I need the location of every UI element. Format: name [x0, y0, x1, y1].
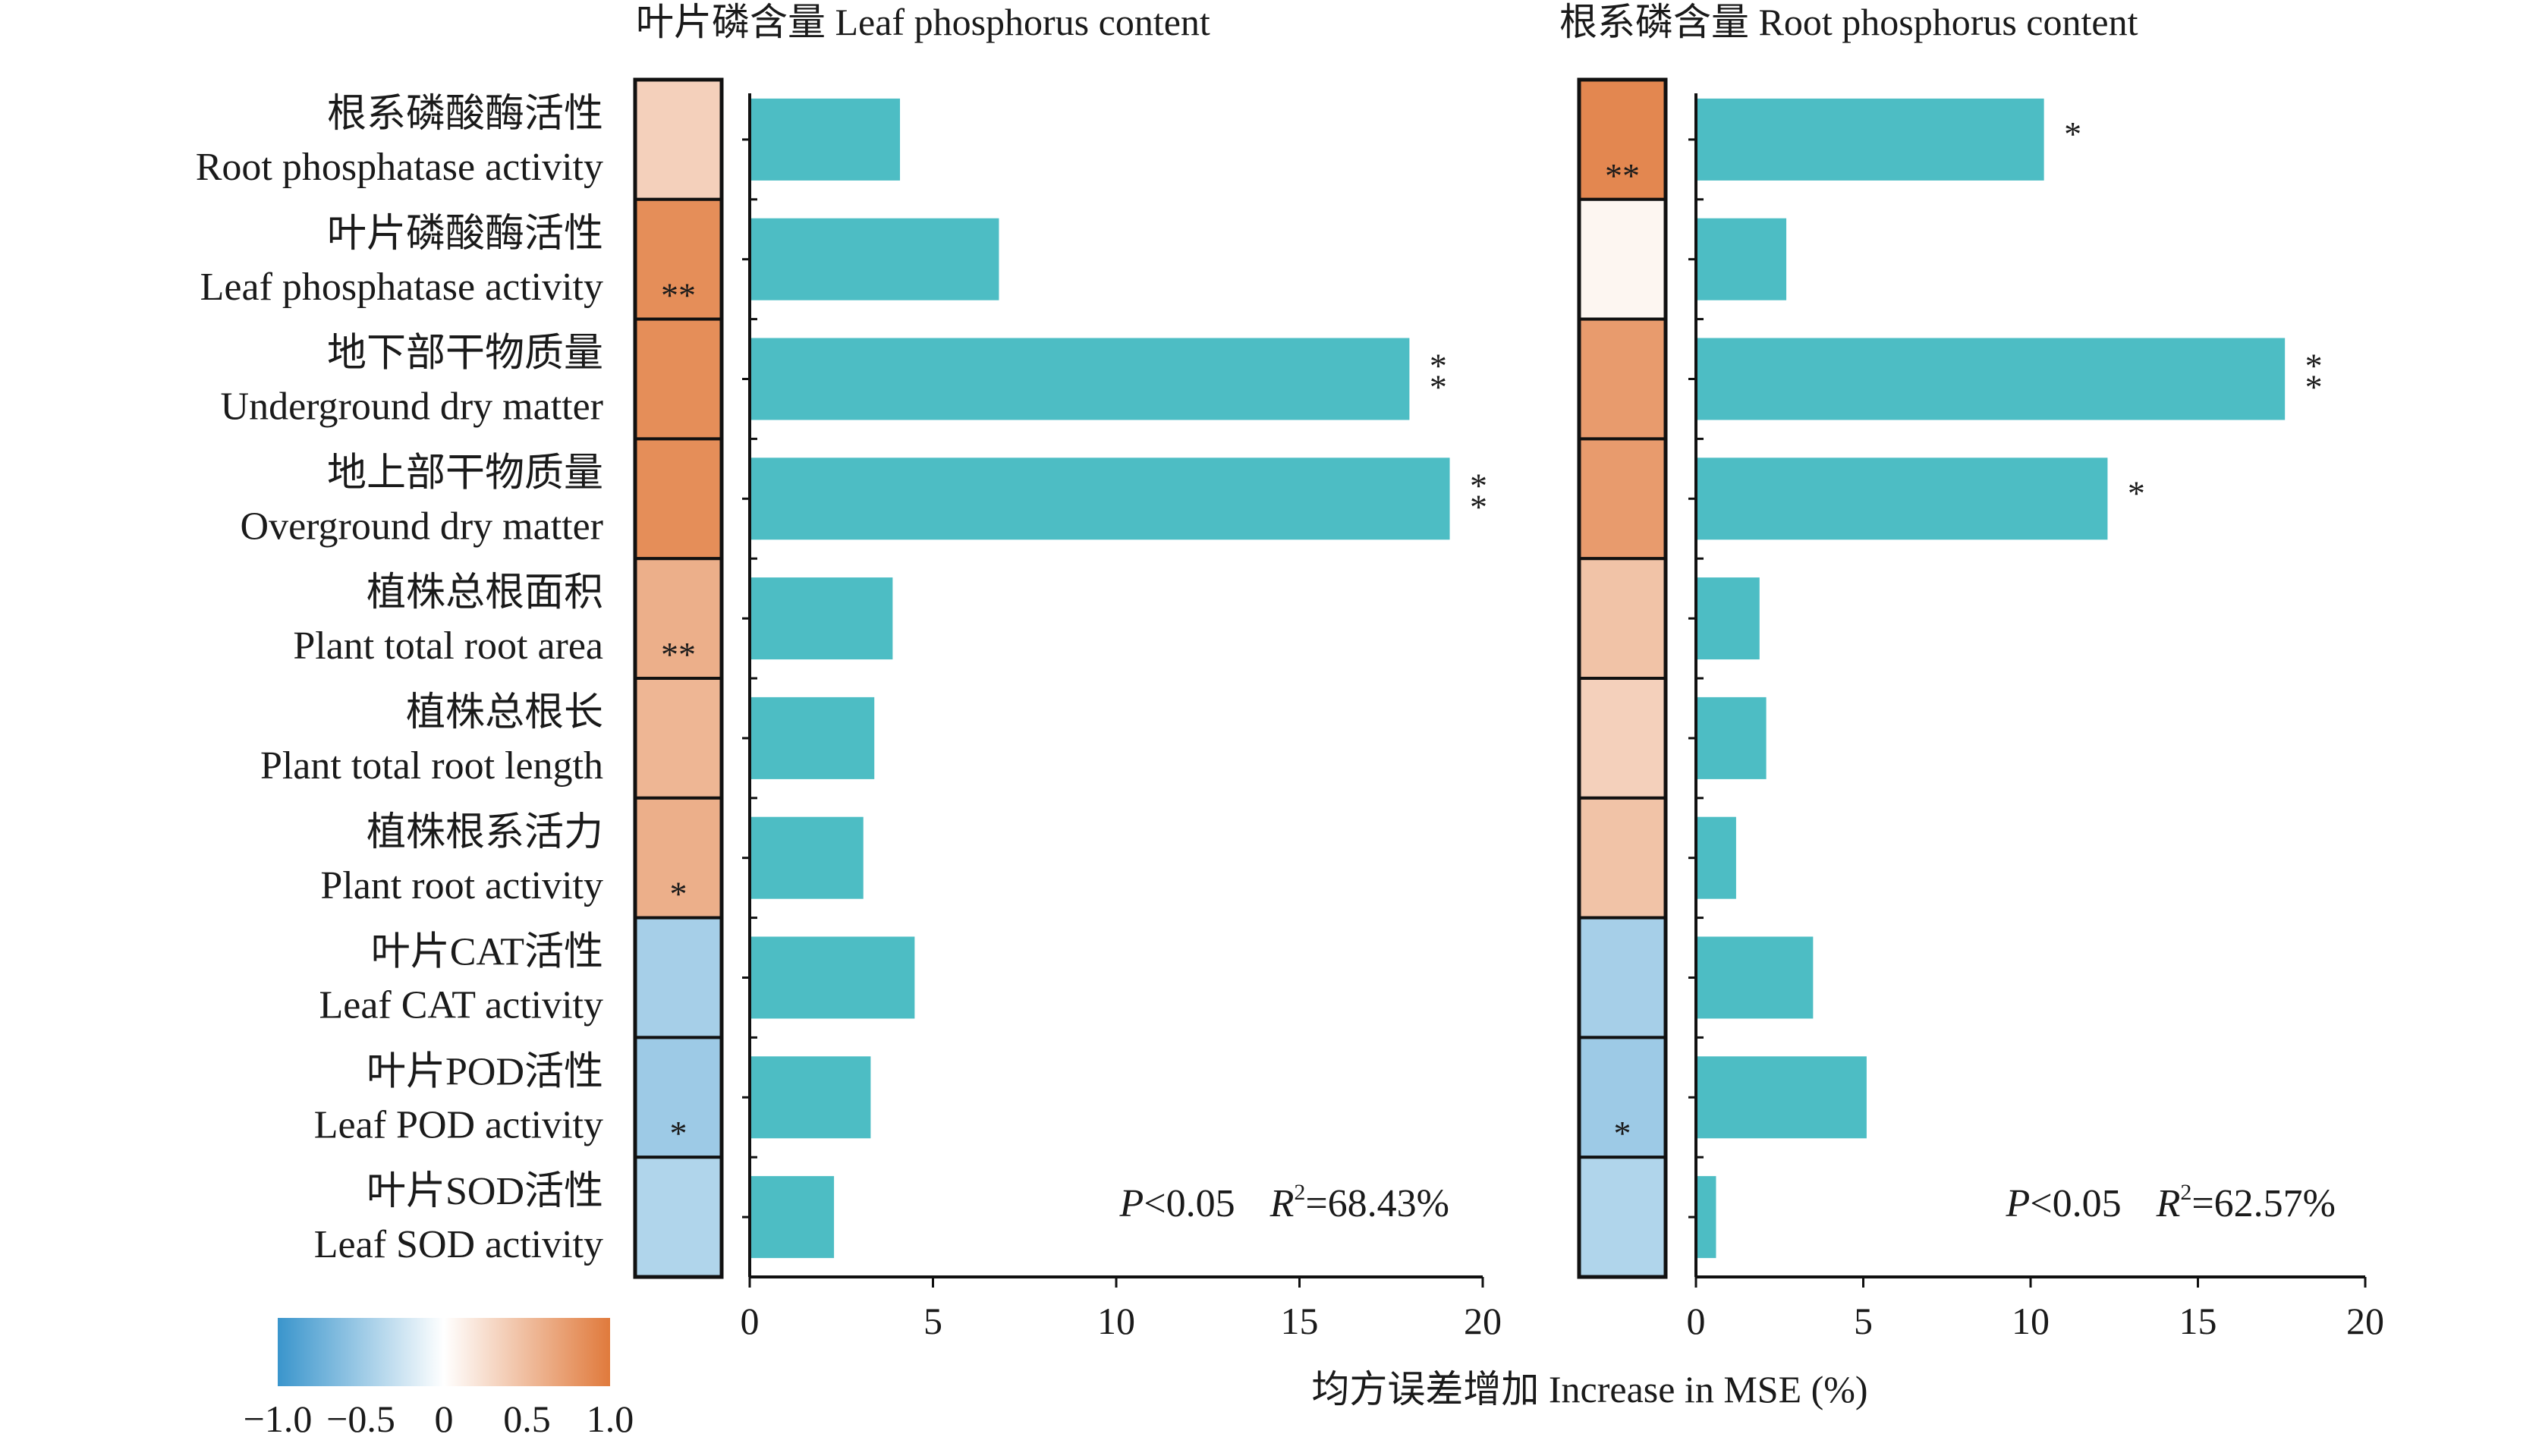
variable-label-zh: 植株根系活力: [367, 811, 603, 854]
x-axis-label: 均方误差增加 Increase in MSE (%): [1311, 1368, 1867, 1410]
bar: [1696, 1176, 1716, 1259]
bar: [750, 458, 1450, 540]
variable-label-zh: 叶片磷酸酶活性: [327, 212, 603, 256]
heatmap-significance: *: [670, 875, 687, 914]
x-tick-label: 0: [1687, 1300, 1706, 1342]
variable-label-en: Root phosphatase activity: [196, 146, 603, 189]
variable-labels: 根系磷酸酶活性 Root phosphatase activity 叶片磷酸酶活性 L…: [196, 93, 603, 1266]
bar-significance: *: [2305, 368, 2323, 407]
x-tick-label: 0: [741, 1300, 760, 1342]
variable-label-zh: 地下部干物质量: [327, 332, 603, 376]
x-tick-label: 5: [923, 1300, 942, 1342]
variable-label-zh: 地上部干物质量: [327, 451, 603, 495]
variable-label-zh: 叶片POD活性: [367, 1050, 603, 1093]
x-tick-label: 20: [2346, 1300, 2384, 1342]
heatmap-significance: *: [1614, 1114, 1631, 1153]
bar: [1696, 936, 1814, 1019]
variable-label-en: Leaf SOD activity: [314, 1223, 603, 1266]
bar: [1696, 338, 2286, 420]
x-tick-label: 10: [1097, 1300, 1135, 1342]
colorbar-bar: [278, 1318, 610, 1386]
bar: [750, 697, 875, 779]
bar: [1696, 816, 1736, 899]
panel-title: 叶片磷含量 Leaf phosphorus content: [636, 1, 1210, 43]
bar: [750, 816, 864, 899]
variable-label-en: Leaf phosphatase activity: [200, 266, 603, 309]
stats-annotation: P<0.05 R2=62.57%: [2005, 1180, 2336, 1225]
heatmap-cell: [1578, 317, 1667, 441]
panel-root-phosphorus: 根系磷含量 Root phosphorus content*******0 5 10…: [1559, 1, 2384, 1342]
heatmap-border: [633, 77, 724, 1279]
bar: [1696, 577, 1760, 660]
bar: [750, 218, 999, 300]
colorbar: −1.0 −0.5 0 0.5 1.0: [244, 1318, 634, 1440]
stats-annotation: P<0.05 R2=68.43%: [1118, 1180, 1449, 1225]
bar: [750, 1176, 835, 1259]
variable-label-en: Overground dry matter: [241, 505, 603, 548]
variable-label-zh: 叶片SOD活性: [367, 1170, 603, 1213]
bar-significance: *: [2128, 473, 2145, 512]
heatmap-significance: **: [1605, 156, 1640, 195]
x-tick-label: 10: [2012, 1300, 2050, 1342]
variable-label-en: Plant total root area: [293, 624, 603, 668]
variable-label-en: Leaf CAT activity: [319, 984, 604, 1027]
bar: [750, 1056, 871, 1139]
bar: [1696, 697, 1767, 779]
heatmap-cell: [634, 916, 723, 1039]
heatmap-cell: [634, 437, 723, 561]
x-tick-label: 15: [1281, 1300, 1319, 1342]
heatmap-cell: [634, 557, 723, 681]
heatmap-cell: [634, 677, 723, 800]
colorbar-tick-label: −1.0: [244, 1398, 313, 1440]
bar: [1696, 458, 2108, 540]
bar: [1696, 218, 1787, 300]
colorbar-tick-label: −0.5: [326, 1398, 395, 1440]
colorbar-tick-label: 1.0: [587, 1398, 634, 1440]
variable-label-zh: 植株总根长: [406, 691, 603, 734]
variable-label-zh: 植株总根面积: [367, 571, 603, 615]
heatmap-cell: [1578, 437, 1667, 561]
bar-significance: *: [1470, 487, 1487, 526]
heatmap-cell: [1578, 677, 1667, 800]
heatmap-cell: [634, 78, 723, 201]
heatmap-cell: [1578, 1156, 1667, 1278]
colorbar-tick-label: 0: [435, 1398, 454, 1440]
bar: [1696, 98, 2044, 181]
panel-leaf-phosphorus: 叶片磷含量 Leaf phosphorus content**********0…: [633, 1, 1502, 1342]
variable-label-zh: 叶片CAT活性: [371, 931, 603, 974]
bar-significance: *: [2305, 347, 2323, 385]
heatmap-cell: [634, 1156, 723, 1278]
panel-title: 根系磷含量 Root phosphorus content: [1559, 1, 2138, 43]
heatmap-border: [1577, 77, 1668, 1279]
variable-label-en: Leaf POD activity: [314, 1103, 603, 1146]
bar-significance: *: [1430, 347, 1447, 385]
heatmap-cell: [1578, 796, 1667, 920]
heatmap-significance: **: [661, 276, 696, 315]
bar-significance: *: [1470, 466, 1487, 505]
heatmap-cell: [634, 317, 723, 441]
x-tick-label: 20: [1464, 1300, 1502, 1342]
bar-significance: *: [1430, 368, 1447, 407]
bar: [750, 338, 1410, 420]
variable-label-en: Plant total root length: [260, 744, 603, 788]
bar: [750, 98, 901, 181]
heatmap-cell: [1578, 557, 1667, 681]
heatmap-cell: [1578, 916, 1667, 1039]
variable-label-zh: 根系磷酸酶活性: [327, 93, 603, 136]
x-tick-label: 5: [1854, 1300, 1873, 1342]
heatmap-significance: *: [670, 1114, 687, 1153]
bar-significance: *: [2064, 115, 2081, 153]
variable-label-en: Plant root activity: [320, 864, 603, 907]
bar: [750, 936, 915, 1019]
heatmap-significance: **: [661, 635, 696, 674]
bar: [750, 577, 893, 660]
bar: [1696, 1056, 1867, 1139]
x-tick-label: 15: [2179, 1300, 2217, 1342]
variable-label-en: Underground dry matter: [221, 385, 603, 429]
colorbar-tick-label: 0.5: [503, 1398, 551, 1440]
heatmap-cell: [1578, 197, 1667, 321]
